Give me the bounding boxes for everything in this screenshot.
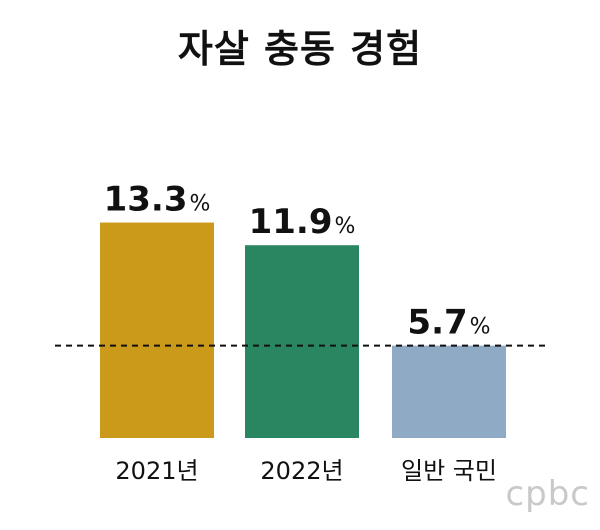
chart-title: 자살 충동 경험 <box>177 27 423 71</box>
bar-1 <box>100 222 214 438</box>
data-label-1: 13.3% <box>104 180 211 220</box>
category-label-3: 일반 국민 <box>401 457 497 485</box>
category-label-1: 2021년 <box>115 457 198 485</box>
data-label-2: 11.9% <box>249 202 356 242</box>
bar-2 <box>245 245 359 438</box>
cpbc-watermark-logo: cpbc <box>505 474 590 514</box>
bar-3 <box>392 345 506 438</box>
category-label-2: 2022년 <box>260 457 343 485</box>
data-label-3: 5.7% <box>407 303 490 343</box>
